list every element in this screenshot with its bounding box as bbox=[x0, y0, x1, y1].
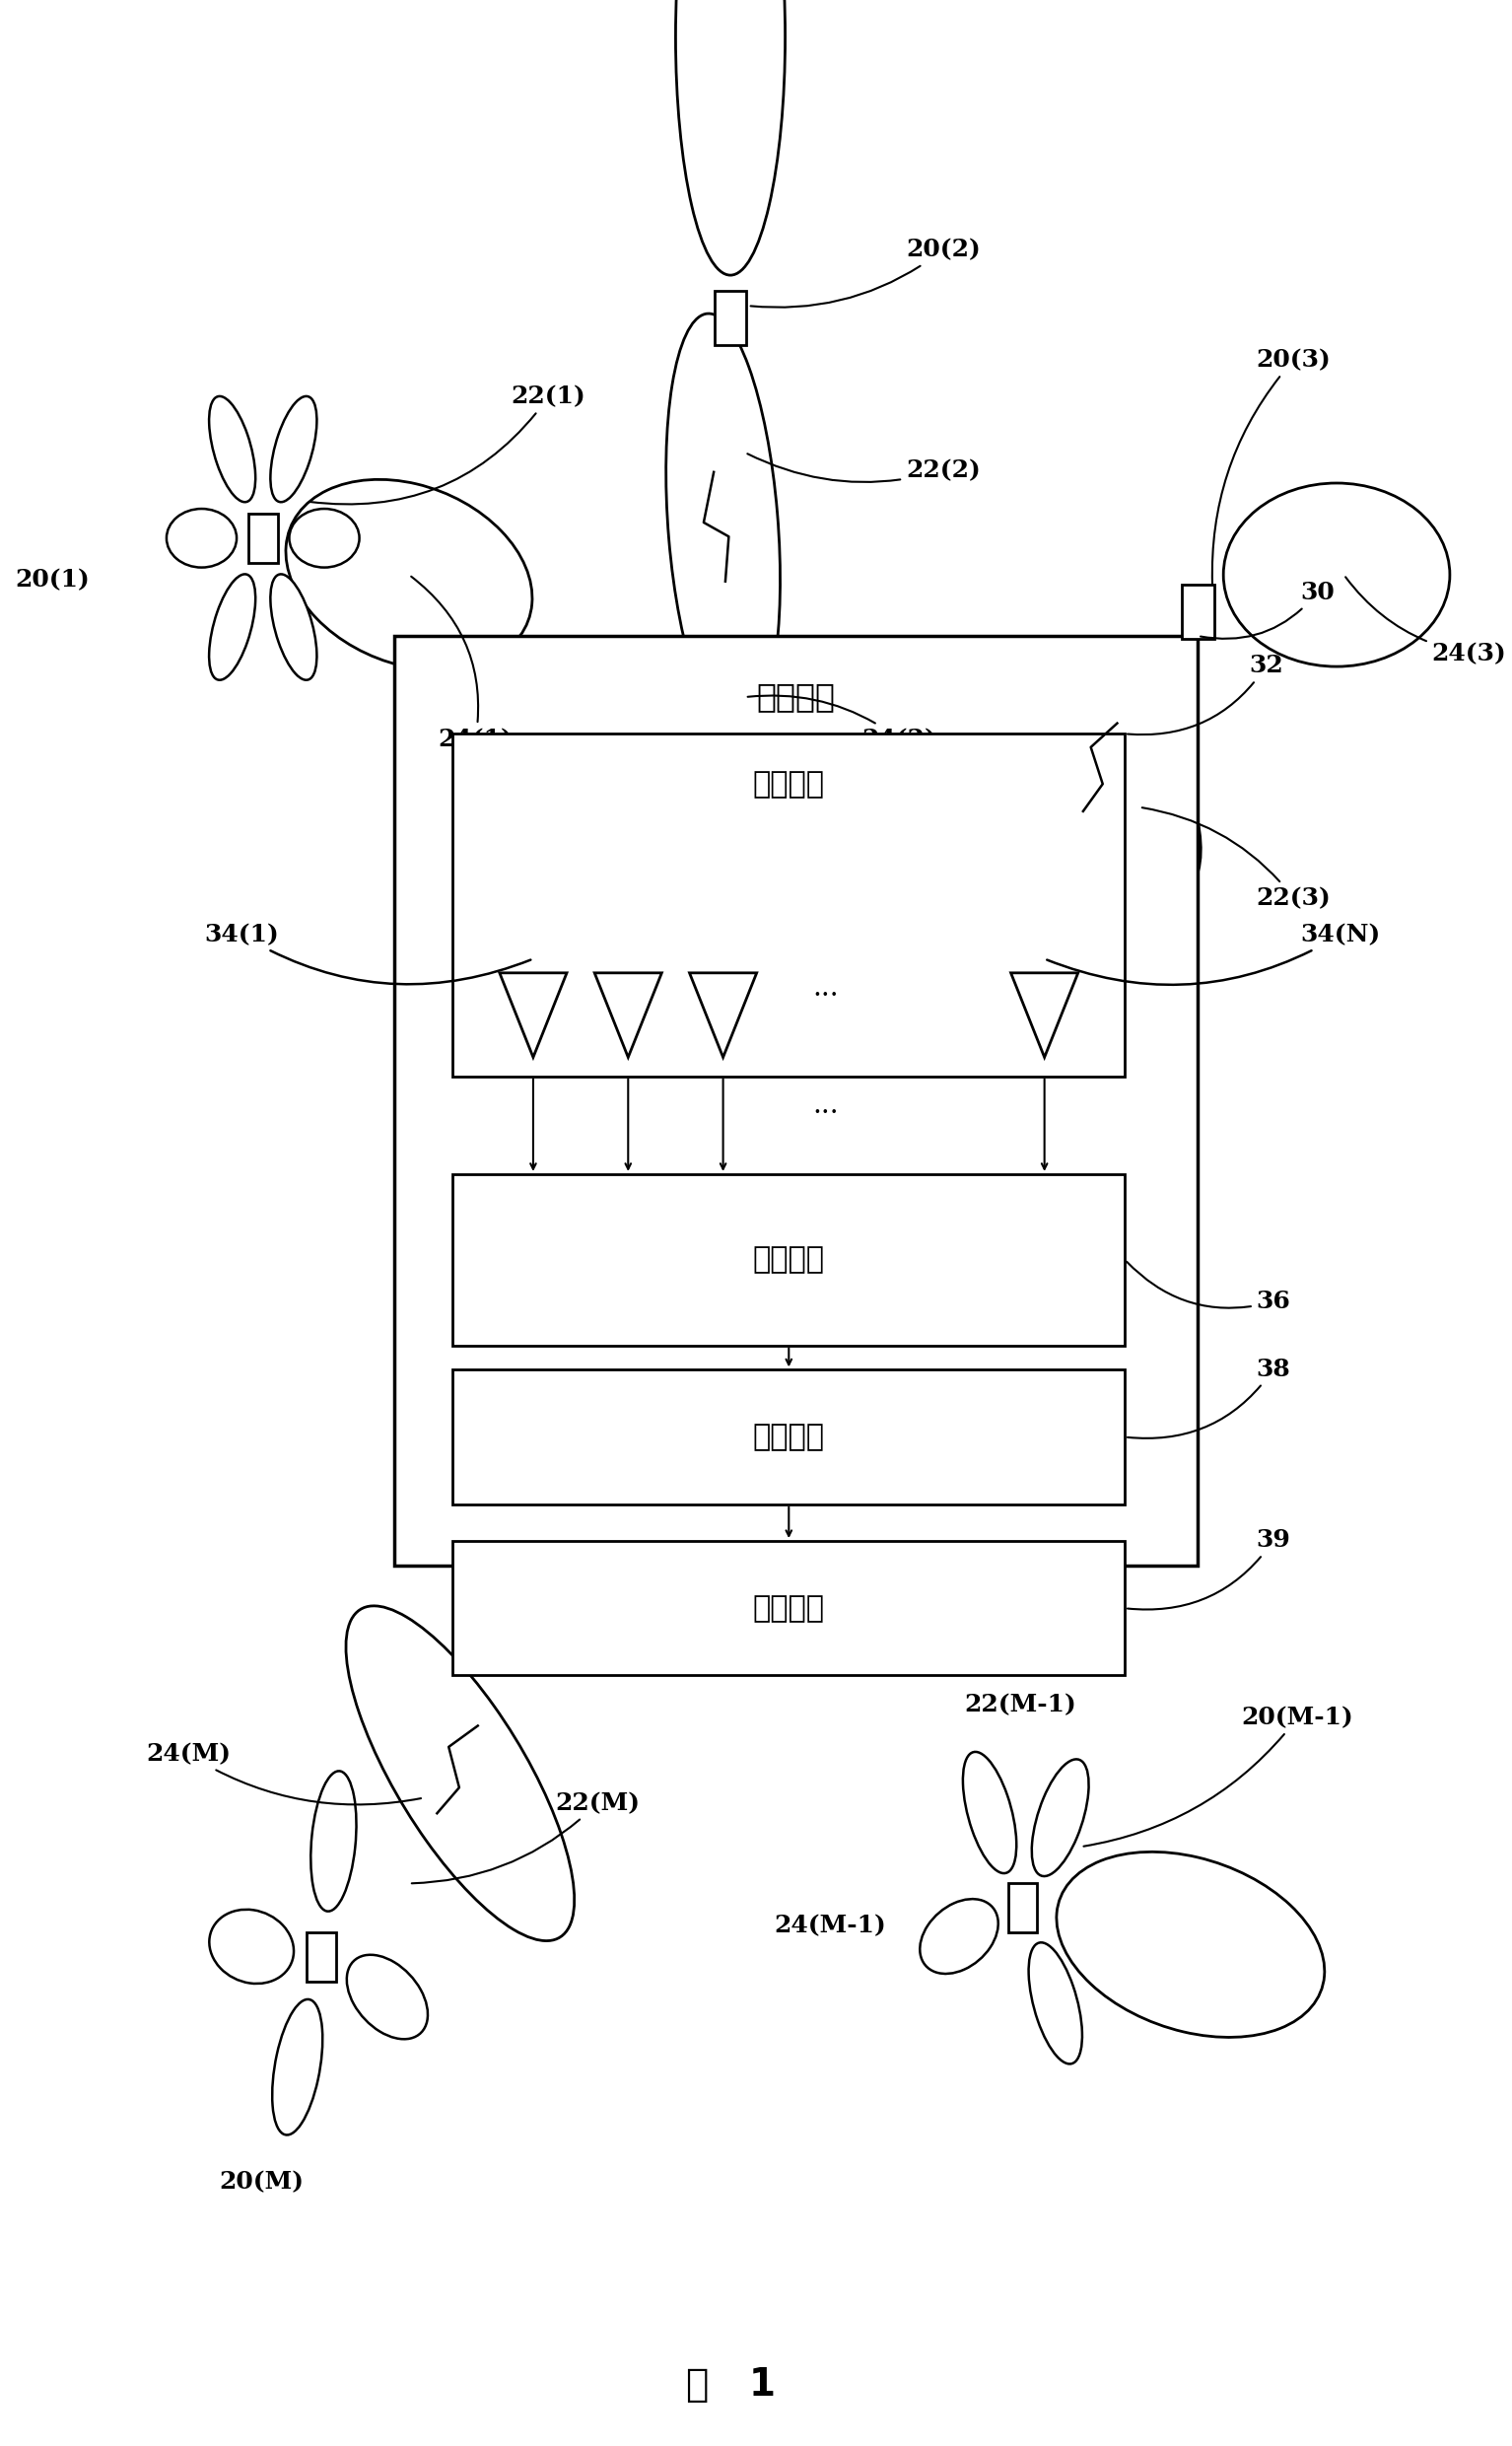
Text: 天线阵列: 天线阵列 bbox=[753, 770, 824, 800]
Text: 22(3): 22(3) bbox=[1142, 807, 1331, 910]
Ellipse shape bbox=[286, 479, 532, 670]
Text: 20(1): 20(1) bbox=[15, 567, 89, 592]
Text: 32: 32 bbox=[1128, 653, 1284, 734]
Text: 24(3): 24(3) bbox=[1346, 577, 1506, 665]
Ellipse shape bbox=[209, 575, 256, 680]
Ellipse shape bbox=[676, 0, 785, 276]
Text: 20(2): 20(2) bbox=[750, 237, 980, 308]
Bar bbox=[248, 514, 278, 563]
Text: 24(M-1): 24(M-1) bbox=[774, 1913, 886, 1937]
Ellipse shape bbox=[346, 1607, 575, 1940]
Ellipse shape bbox=[209, 396, 256, 501]
Text: 38: 38 bbox=[1128, 1358, 1291, 1438]
Bar bbox=[1009, 1883, 1037, 1932]
Text: 20(M): 20(M) bbox=[219, 2170, 304, 2194]
Bar bbox=[395, 636, 1198, 1565]
Ellipse shape bbox=[1223, 484, 1450, 668]
Ellipse shape bbox=[346, 1954, 428, 2040]
Ellipse shape bbox=[272, 1998, 322, 2135]
Text: 22(2): 22(2) bbox=[747, 455, 980, 482]
Ellipse shape bbox=[271, 396, 318, 501]
Text: 20(M-1): 20(M-1) bbox=[1084, 1705, 1353, 1847]
Bar bbox=[307, 1932, 336, 1981]
Text: 22(M): 22(M) bbox=[411, 1790, 640, 1883]
Ellipse shape bbox=[963, 1751, 1016, 1874]
Ellipse shape bbox=[665, 313, 780, 739]
Text: 30: 30 bbox=[1201, 580, 1334, 638]
Text: 24(1): 24(1) bbox=[411, 577, 513, 751]
Text: 22(1): 22(1) bbox=[310, 384, 587, 504]
Text: 34(1): 34(1) bbox=[204, 922, 531, 983]
Text: 通讯装置: 通讯装置 bbox=[756, 680, 836, 712]
Bar bbox=[1182, 585, 1214, 638]
Bar bbox=[452, 734, 1125, 1076]
Bar bbox=[452, 1370, 1125, 1504]
Text: 20(3): 20(3) bbox=[1213, 347, 1331, 585]
Text: 分离信号: 分离信号 bbox=[753, 1595, 824, 1622]
Ellipse shape bbox=[919, 1898, 998, 1974]
Ellipse shape bbox=[271, 575, 318, 680]
Text: 22(M-1): 22(M-1) bbox=[965, 1693, 1077, 1717]
Ellipse shape bbox=[1005, 638, 1201, 903]
Ellipse shape bbox=[166, 509, 237, 567]
Ellipse shape bbox=[209, 1910, 293, 1984]
Text: 34(N): 34(N) bbox=[1046, 922, 1380, 986]
Text: 24(2): 24(2) bbox=[748, 695, 936, 751]
Text: 39: 39 bbox=[1128, 1529, 1291, 1609]
Ellipse shape bbox=[311, 1771, 357, 1910]
Text: 图   1: 图 1 bbox=[685, 2365, 776, 2404]
Text: 分离矩阵: 分离矩阵 bbox=[753, 1424, 824, 1450]
Text: 混合矩阵: 混合矩阵 bbox=[753, 1245, 824, 1274]
Ellipse shape bbox=[289, 509, 360, 567]
Text: ...: ... bbox=[812, 1093, 839, 1118]
Bar bbox=[452, 1174, 1125, 1345]
Ellipse shape bbox=[1028, 1942, 1083, 2064]
Text: ...: ... bbox=[812, 976, 839, 1000]
Text: 24(M): 24(M) bbox=[147, 1742, 420, 1805]
Ellipse shape bbox=[1057, 1852, 1325, 2038]
Ellipse shape bbox=[1031, 1759, 1089, 1876]
Text: 36: 36 bbox=[1126, 1262, 1291, 1314]
Bar bbox=[452, 1541, 1125, 1676]
Bar bbox=[714, 291, 747, 345]
